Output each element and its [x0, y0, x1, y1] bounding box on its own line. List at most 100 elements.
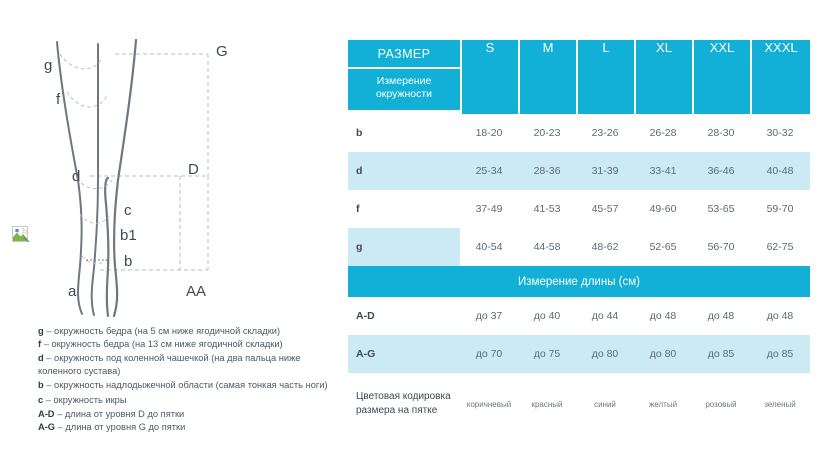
- legend-text-c: – окружность икры: [43, 395, 127, 406]
- cell-b-M: 20-23: [533, 127, 561, 139]
- legend: g – окружность бедра (на 5 см ниже ягоди…: [38, 325, 328, 435]
- legend-text-g: – окружность бедра (на 5 см ниже ягодичн…: [43, 326, 281, 336]
- leg-diagram-panel: G g f D d c b1 b a AA g – окружность бед…: [0, 0, 340, 462]
- diagram-label-a: a: [68, 283, 77, 300]
- table-row: A-G до 70 до 75 до 80 до 80 до 85 до 85: [348, 335, 810, 373]
- legend-item-d: d – окружность под коленной чашечкой (на…: [38, 352, 328, 379]
- cell-AD-XL: до 48: [649, 310, 677, 322]
- diagram-label-D: D: [188, 161, 199, 178]
- size-table-panel: РАЗМЕР Измерение окружности S M L XL XXL…: [348, 40, 810, 435]
- row-label-f: f: [356, 203, 360, 215]
- cell-AD-XXXL: до 48: [766, 310, 794, 322]
- cell-g-L: 48-62: [591, 241, 619, 253]
- table-row-color-code: Цветовая кодировка размера на пятке кори…: [348, 373, 810, 435]
- legend-key-f: f: [38, 339, 42, 350]
- diagram-label-c: c: [124, 202, 132, 219]
- cell-d-XL: 33-41: [634, 152, 692, 190]
- header-left-cell: РАЗМЕР Измерение окружности: [348, 40, 460, 114]
- row-label-AG: A-G: [348, 335, 460, 373]
- cell-b-XXL: 28-30: [707, 127, 735, 139]
- row-label-AD: A-D: [356, 310, 375, 322]
- cell-AG-XXL: до 85: [692, 335, 750, 373]
- header-size-label: РАЗМЕР: [348, 40, 460, 67]
- cell-d-XXL: 36-46: [692, 152, 750, 190]
- diagram-label-b: b: [124, 253, 133, 270]
- legend-key-ad: A-D: [38, 408, 55, 419]
- cell-AD-XXL: до 48: [707, 310, 735, 322]
- cell-d-XXXL: 40-48: [750, 152, 810, 190]
- table-header-row: РАЗМЕР Измерение окружности S M L XL XXL…: [348, 40, 810, 114]
- legend-item-c: c – окружность икры: [38, 394, 328, 407]
- header-divider: [348, 67, 460, 69]
- leg-illustration: G g f D d c b1 b a AA: [20, 28, 250, 318]
- header-size-XXL: XXL: [692, 40, 750, 114]
- cell-g-S: 40-54: [475, 241, 503, 253]
- header-size-S: S: [460, 40, 518, 114]
- cell-AG-L: до 80: [576, 335, 634, 373]
- legend-key-c: c: [38, 395, 44, 406]
- header-size-XXXL: XXXL: [750, 40, 810, 114]
- cell-d-M: 28-36: [518, 152, 576, 190]
- cell-d-L: 31-39: [576, 152, 634, 190]
- header-measure-label: Измерение окружности: [348, 69, 460, 111]
- legend-key-d: d: [38, 352, 44, 363]
- cell-b-L: 23-26: [591, 127, 619, 139]
- cell-AG-M: до 75: [518, 335, 576, 373]
- header-size-M: M: [518, 40, 576, 114]
- cell-b-S: 18-20: [475, 127, 503, 139]
- cell-g-XXL: 56-70: [707, 241, 735, 253]
- table-row: f 37-49 41-53 45-57 49-60 53-65 59-70: [348, 190, 810, 228]
- cell-AD-M: до 40: [533, 310, 561, 322]
- cell-color-M: красный: [531, 399, 563, 409]
- cell-f-L: 45-57: [591, 203, 619, 215]
- table-row: d 25-34 28-36 31-39 33-41 36-46 40-48: [348, 152, 810, 190]
- cell-AG-XXXL: до 85: [750, 335, 810, 373]
- diagram-label-AA: AA: [186, 283, 207, 300]
- cell-g-XXXL: 62-75: [766, 241, 794, 253]
- legend-key-b: b: [38, 379, 44, 390]
- row-label-b: b: [356, 127, 363, 139]
- legend-item-ag: A-G – длина от уровня G до пятки: [38, 421, 328, 434]
- cell-f-XXXL: 59-70: [766, 203, 794, 215]
- broken-image-icon: [12, 226, 30, 244]
- row-label-color-code: Цветовая кодировка размера на пятке: [356, 390, 451, 417]
- cell-AG-XL: до 80: [634, 335, 692, 373]
- row-label-d: d: [348, 152, 460, 190]
- cell-AD-S: до 37: [475, 310, 503, 322]
- diagram-label-f: f: [56, 91, 61, 108]
- size-table: РАЗМЕР Измерение окружности S M L XL XXL…: [348, 40, 810, 435]
- length-band-label: Измерение длины (см): [348, 266, 810, 297]
- cell-color-L: синий: [594, 399, 616, 409]
- table-row: g 40-54 44-58 48-62 52-65 56-70 62-75: [348, 228, 810, 266]
- legend-text-f: – окружность бедра (на 13 см ниже ягодич…: [41, 339, 283, 350]
- cell-g-XL: 52-65: [649, 241, 677, 253]
- cell-d-S: 25-34: [460, 152, 518, 190]
- diagram-label-g: g: [44, 57, 53, 74]
- cell-f-XXL: 53-65: [707, 203, 735, 215]
- legend-text-d: – окружность под коленной чашечкой (на д…: [38, 352, 301, 377]
- header-size-L: L: [576, 40, 634, 114]
- header-size-XL: XL: [634, 40, 692, 114]
- cell-AD-L: до 44: [591, 310, 619, 322]
- diagram-label-G: G: [216, 43, 228, 60]
- cell-color-XL: желтый: [648, 399, 678, 409]
- row-label-g: g: [348, 228, 460, 266]
- table-row: b 18-20 20-23 23-26 26-28 28-30 30-32: [348, 114, 810, 152]
- legend-item-g: g – окружность бедра (на 5 см ниже ягоди…: [38, 325, 328, 338]
- legend-item-b: b – окружность надлодыжечной области (са…: [38, 379, 328, 392]
- legend-key-ag: A-G: [38, 422, 56, 433]
- cell-f-S: 37-49: [475, 203, 503, 215]
- legend-item-ad: A-D – длина от уровня D до пятки: [38, 408, 328, 421]
- cell-color-XXL: розовый: [705, 399, 737, 409]
- cell-b-XL: 26-28: [649, 127, 677, 139]
- legend-text-ag: – длина от уровня G до пятки: [55, 422, 186, 433]
- cell-b-XXXL: 30-32: [766, 127, 794, 139]
- cell-f-XL: 49-60: [649, 203, 677, 215]
- cell-color-S: коричневый: [466, 399, 512, 409]
- cell-g-M: 44-58: [533, 241, 561, 253]
- length-section-band: Измерение длины (см): [348, 266, 810, 297]
- table-row: A-D до 37 до 40 до 44 до 48 до 48 до 48: [348, 297, 810, 335]
- cell-f-M: 41-53: [533, 203, 561, 215]
- cell-AG-S: до 70: [460, 335, 518, 373]
- diagram-label-d: d: [72, 168, 81, 185]
